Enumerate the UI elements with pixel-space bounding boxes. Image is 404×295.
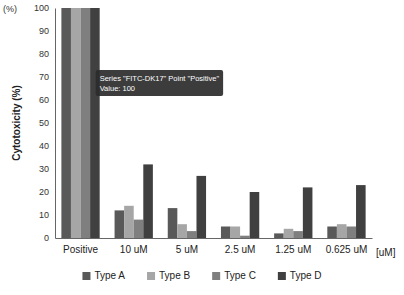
x-axis-line <box>56 238 373 239</box>
x-tick-label: 0.625 uM <box>326 244 368 255</box>
bar <box>284 229 294 238</box>
x-tick-label: 5 uM <box>176 244 198 255</box>
bar <box>81 8 91 238</box>
x-axis: Positive 10 uM 5 uM 2.5 uM 1.25 uM 0.625 uM <box>56 238 373 255</box>
y-tick-label: 40 <box>39 141 49 151</box>
x-tick-label: 10 uM <box>120 244 148 255</box>
bar <box>187 231 197 238</box>
y-tick: 0 <box>44 233 55 243</box>
y-tick: 50 <box>39 118 55 128</box>
y-tick: 100 <box>34 3 55 13</box>
x-tick: 10 uM <box>120 238 148 255</box>
legend-label: Type D <box>290 270 322 281</box>
legend-item: Type C <box>212 270 256 281</box>
x-tick-label: 1.25 uM <box>275 244 311 255</box>
x-tick: 0.625 uM <box>326 238 368 255</box>
y-tick: 60 <box>39 95 55 105</box>
y-tick: 20 <box>39 187 55 197</box>
chart: 0 10 20 30 40 50 60 70 80 90 100 Positive 10 uM 5 uM 2… <box>0 0 404 295</box>
bar <box>196 176 206 238</box>
bar <box>274 233 284 238</box>
bars <box>61 8 365 238</box>
y-axis-line <box>55 9 56 239</box>
x-tick: 1.25 uM <box>275 238 311 255</box>
bar <box>240 236 250 238</box>
y-tick: 40 <box>39 141 55 151</box>
bar <box>177 224 187 238</box>
y-tick-label: 20 <box>39 187 49 197</box>
bar <box>168 208 178 238</box>
legend-label: Type A <box>94 270 125 281</box>
tooltip-text: Value: 100 <box>100 84 135 93</box>
bar <box>346 227 356 239</box>
y-tick-label: 0 <box>44 233 49 243</box>
bar <box>327 227 337 239</box>
x-tick-label: Positive <box>63 244 98 255</box>
bar <box>303 187 313 238</box>
bar <box>61 8 71 238</box>
legend-item: Type A <box>82 270 125 281</box>
legend: Type A Type B Type C Type D <box>82 270 321 281</box>
legend-label: Type C <box>224 270 256 281</box>
y-tick: 90 <box>39 26 55 36</box>
y-tick: 70 <box>39 72 55 82</box>
y-tick-label: 60 <box>39 95 49 105</box>
x-tick: 5 uM <box>176 238 198 255</box>
tooltip-text: Series "FITC-DK17" Point "Positive" <box>100 74 220 83</box>
bar <box>71 8 81 238</box>
x-tick: Positive <box>63 238 98 255</box>
bar <box>356 185 366 238</box>
bar <box>337 224 347 238</box>
bar <box>143 164 153 238</box>
bar <box>115 210 125 238</box>
legend-item: Type D <box>278 270 322 281</box>
legend-swatch <box>212 272 220 280</box>
bar <box>221 227 231 239</box>
y-tick-label: 90 <box>39 26 49 36</box>
y-tick-label: 100 <box>34 3 49 13</box>
y-tick-label: 50 <box>39 118 49 128</box>
tooltip-box <box>96 70 223 96</box>
annotation: (%) <box>3 4 17 14</box>
x-tick-label: 2.5 uM <box>225 244 256 255</box>
bar <box>124 206 134 238</box>
bar <box>90 8 100 238</box>
bar <box>134 220 144 238</box>
y-tick-label: 10 <box>39 210 49 220</box>
bar <box>293 231 303 238</box>
y-tick-label: 80 <box>39 49 49 59</box>
x-axis-label: [uM] <box>376 247 396 258</box>
y-tick-label: 30 <box>39 164 49 174</box>
y-tick-label: 70 <box>39 72 49 82</box>
y-axis-label: Cytotoxicity (%) <box>11 85 22 161</box>
legend-swatch <box>82 272 90 280</box>
tooltip: Series "FITC-DK17" Point "Positive"Value… <box>96 70 223 96</box>
y-tick: 30 <box>39 164 55 174</box>
legend-swatch <box>278 272 286 280</box>
x-tick: 2.5 uM <box>225 238 256 255</box>
bar <box>231 227 241 239</box>
y-axis: 0 10 20 30 40 50 60 70 80 90 100 <box>34 3 56 243</box>
y-tick: 80 <box>39 49 55 59</box>
bar <box>250 192 260 238</box>
legend-swatch <box>147 272 155 280</box>
y-tick: 10 <box>39 210 55 220</box>
legend-label: Type B <box>159 270 190 281</box>
plot: 0 10 20 30 40 50 60 70 80 90 100 Positive 10 uM 5 uM 2… <box>34 3 373 255</box>
legend-item: Type B <box>147 270 190 281</box>
